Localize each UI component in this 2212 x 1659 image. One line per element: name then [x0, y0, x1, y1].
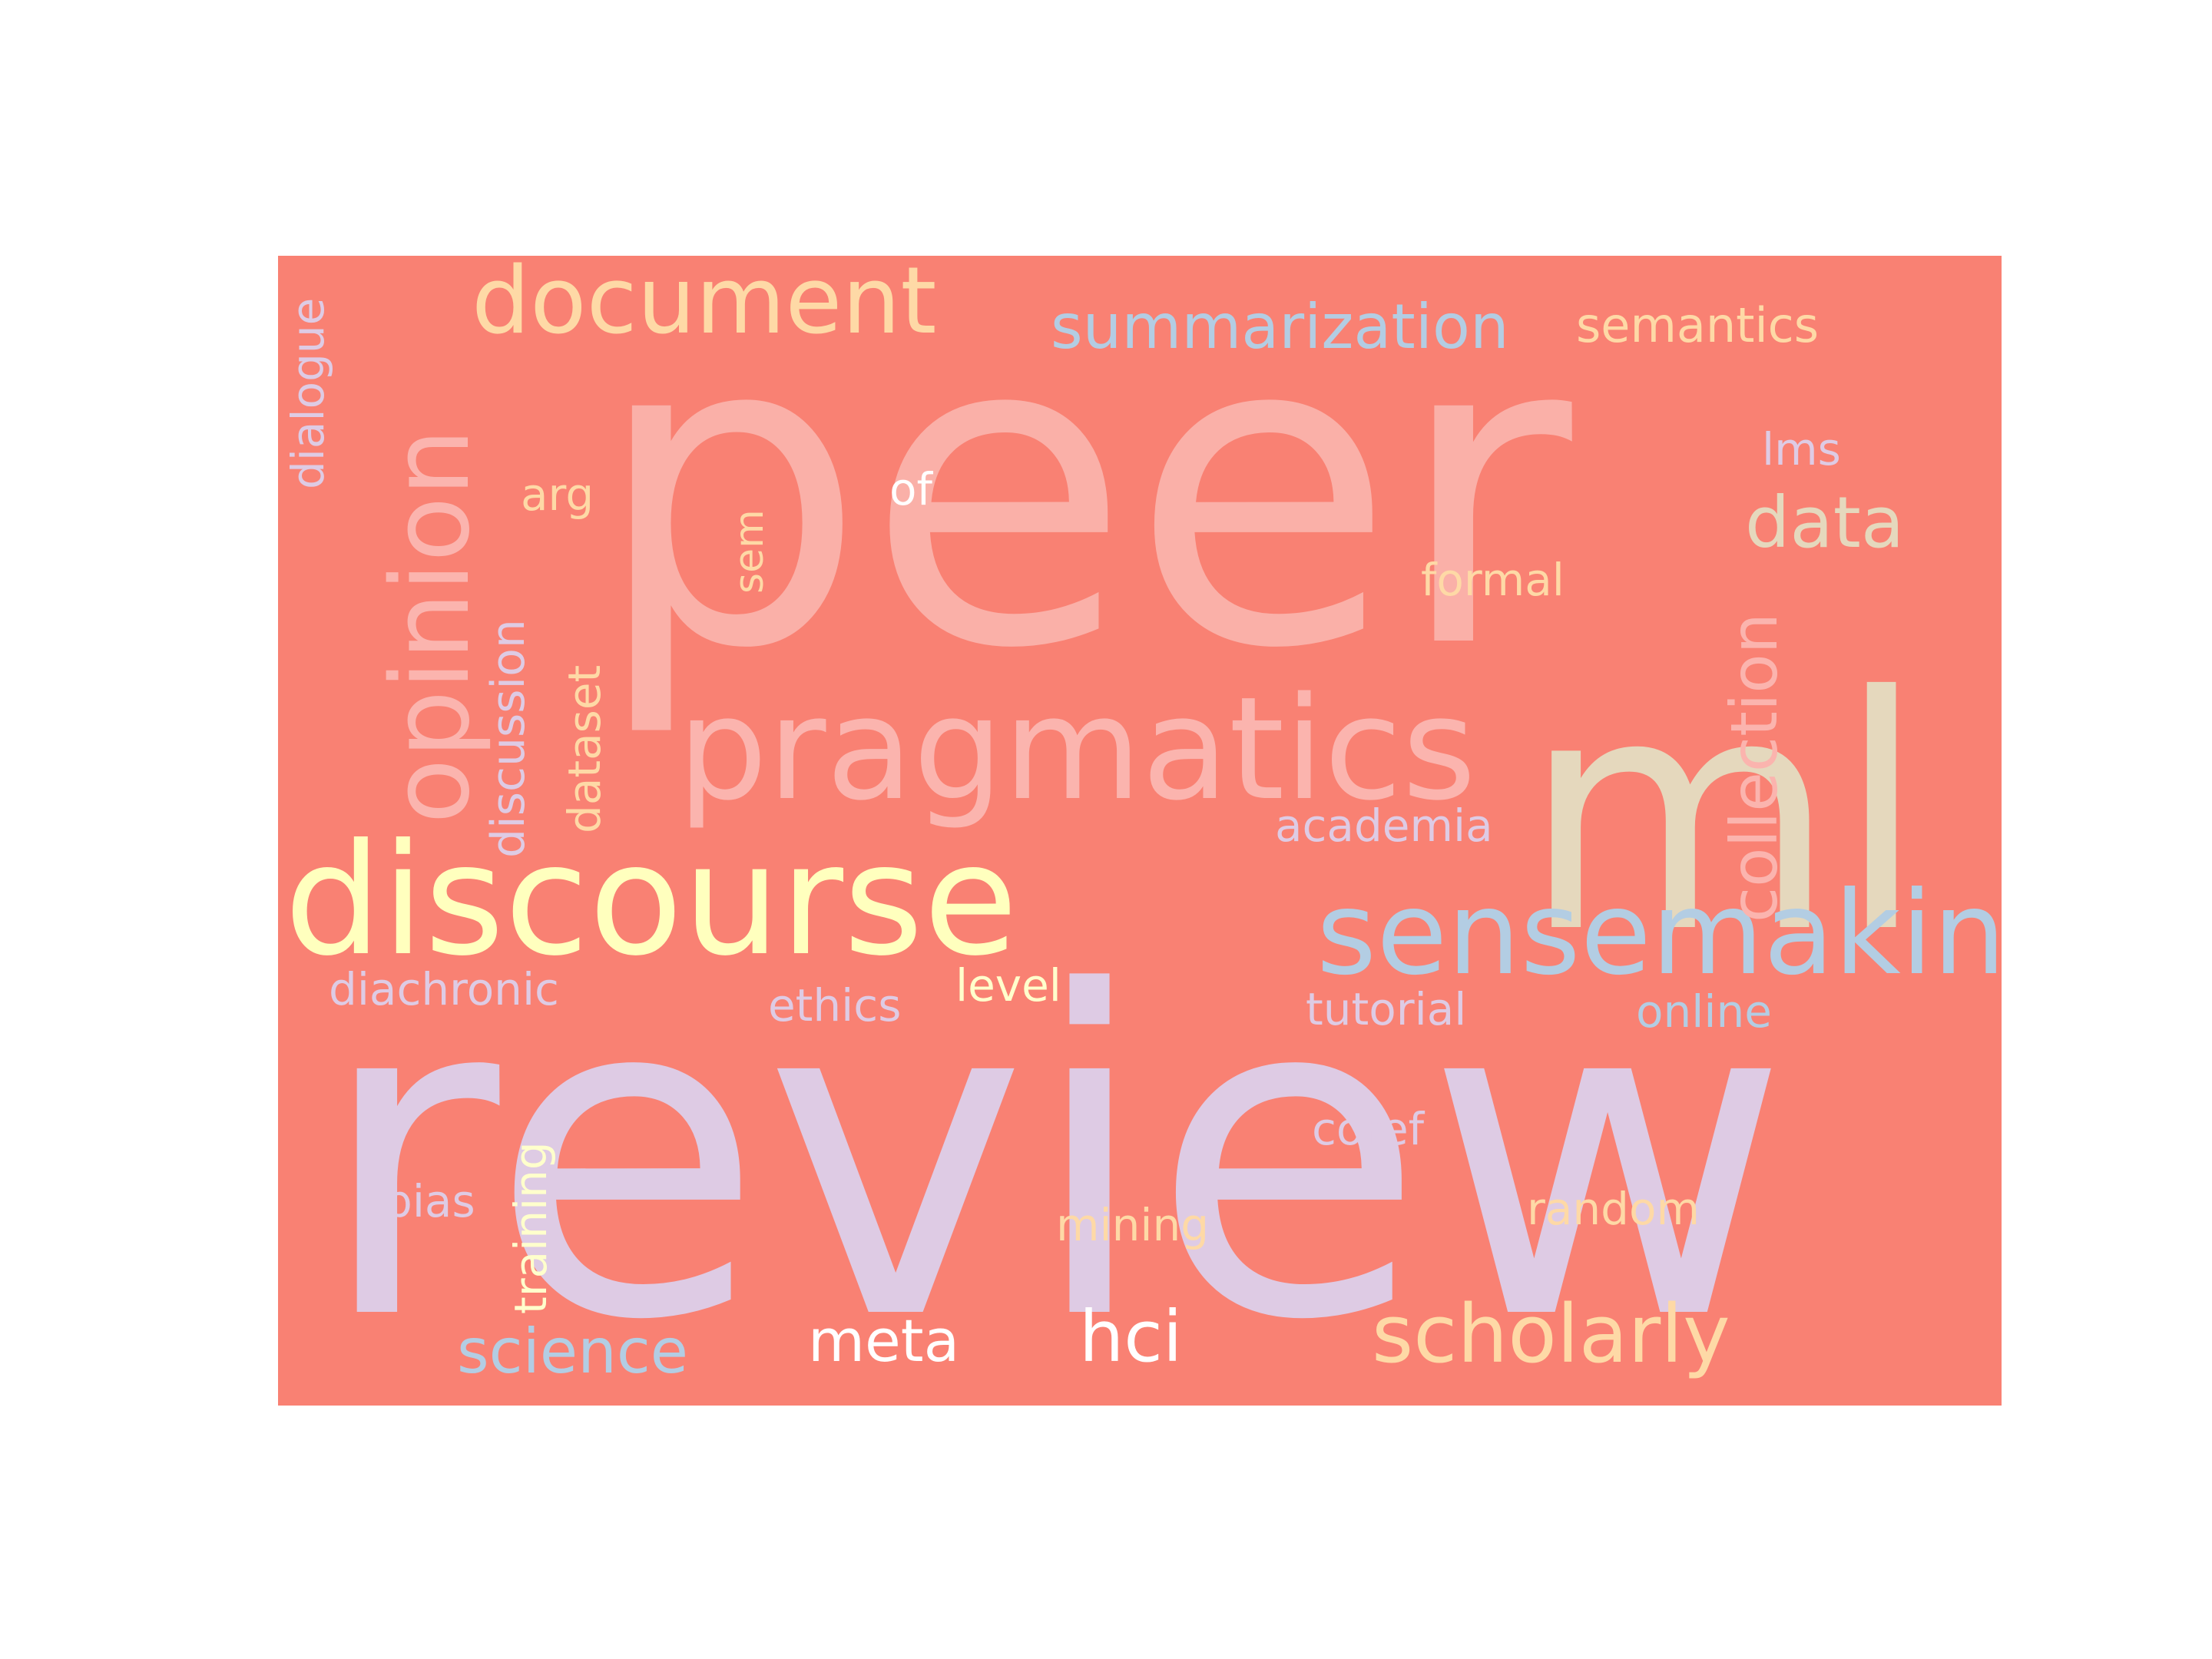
- word-of: of: [889, 463, 932, 515]
- word-review: review: [316, 899, 1790, 1406]
- word-pragmatics: pragmatics: [677, 666, 1476, 832]
- word-lms: lms: [1762, 423, 1841, 475]
- word-meta: meta: [808, 1306, 960, 1375]
- word-sem: sem: [727, 509, 773, 594]
- word-peer: peer: [593, 256, 1572, 743]
- word-semantics: semantics: [1576, 297, 1820, 353]
- word-ml: ml: [1522, 628, 1926, 1004]
- word-opinion: opinion: [369, 428, 494, 824]
- word-mining: mining: [1056, 1199, 1210, 1251]
- word-document: document: [472, 256, 937, 355]
- word-cloud: peer review discourse ml pragmatics sens…: [278, 256, 2002, 1406]
- word-dataset: dataset: [558, 664, 611, 833]
- word-collection: collection: [1717, 612, 1792, 922]
- word-tutorial: tutorial: [1306, 983, 1467, 1035]
- word-sensemaking: sensemaking: [1316, 867, 2002, 1001]
- word-bias: bias: [384, 1175, 475, 1227]
- word-level: level: [955, 959, 1061, 1012]
- word-coref: coref: [1312, 1103, 1425, 1155]
- word-online: online: [1636, 985, 1772, 1038]
- word-arg: arg: [521, 469, 594, 521]
- word-hci: hci: [1079, 1296, 1183, 1378]
- word-summarization: summarization: [1051, 291, 1509, 363]
- word-academia: academia: [1275, 800, 1493, 852]
- word-data: data: [1745, 482, 1905, 564]
- word-science: science: [457, 1316, 689, 1387]
- word-discussion: discussion: [482, 619, 535, 858]
- word-diachronic: diachronic: [329, 963, 559, 1015]
- word-discourse: discourse: [284, 811, 1018, 990]
- word-ethics: ethics: [768, 979, 902, 1031]
- word-formal: formal: [1421, 554, 1565, 606]
- word-scholarly: scholarly: [1372, 1287, 1730, 1381]
- word-dialogue: dialogue: [282, 297, 334, 489]
- word-random: random: [1527, 1183, 1700, 1235]
- word-training: training: [505, 1141, 557, 1314]
